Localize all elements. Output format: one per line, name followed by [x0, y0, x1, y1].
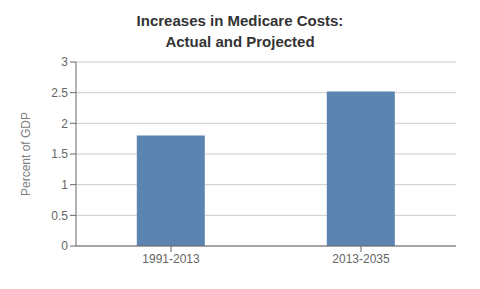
svg-text:2: 2: [61, 117, 68, 131]
svg-text:Percent of GDP: Percent of GDP: [19, 112, 33, 196]
svg-text:0: 0: [61, 239, 68, 253]
html-text:Actual and Projected: Actual and Projected: [165, 33, 315, 50]
svg-text:3: 3: [61, 55, 68, 69]
svg-text:1991-2013: 1991-2013: [142, 252, 200, 266]
svg-text:2013-2035: 2013-2035: [332, 252, 390, 266]
svg-text:1.5: 1.5: [51, 147, 68, 161]
svg-text:1: 1: [61, 178, 68, 192]
svg-text:2.5: 2.5: [51, 86, 68, 100]
svg-text:0.5: 0.5: [51, 209, 68, 223]
html-text:Increases in Medicare Costs:: Increases in Medicare Costs:: [136, 12, 344, 29]
